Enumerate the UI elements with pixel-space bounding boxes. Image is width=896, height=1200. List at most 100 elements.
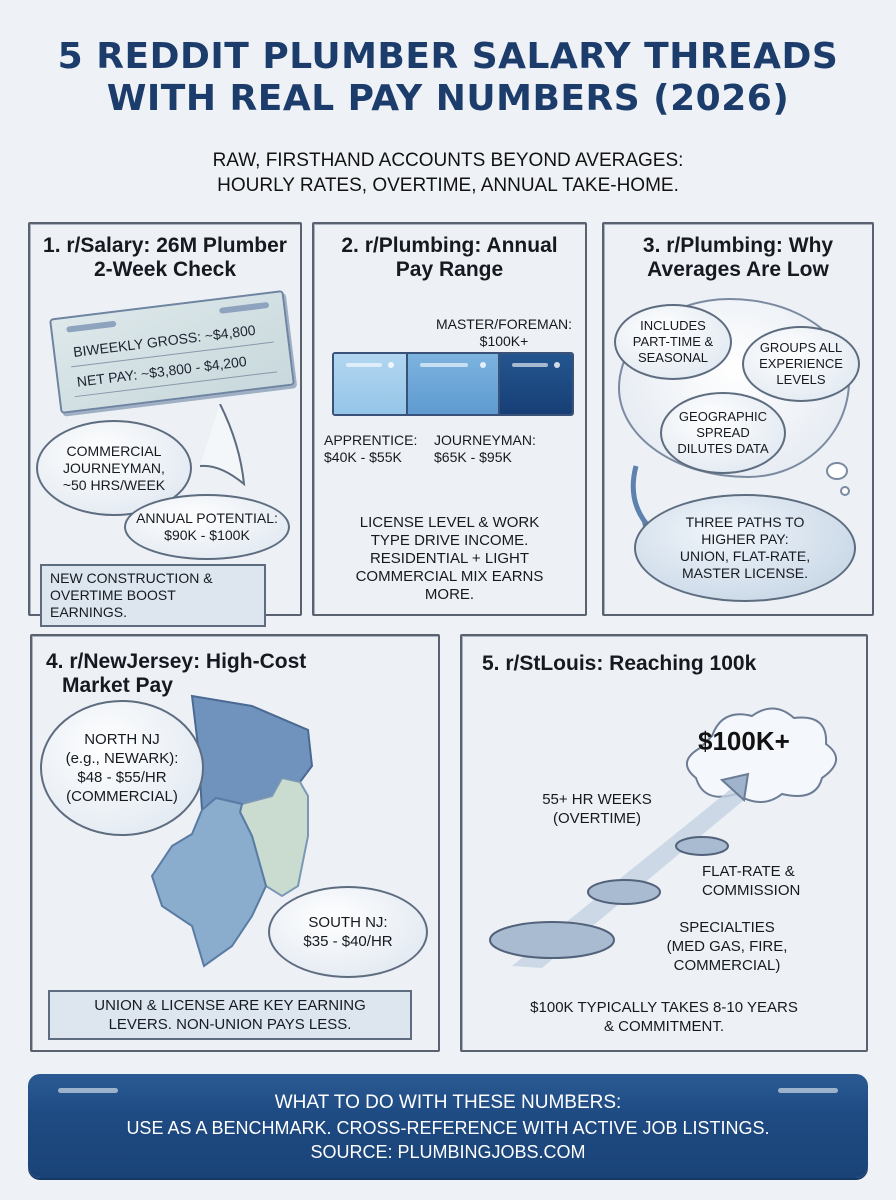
paycheck-illustration: BIWEEKLY GROSS: ~$4,800 NET PAY: ~$3,800…: [49, 289, 295, 415]
panel-title-line-1: 1. r/Salary: 26M Plumber: [43, 234, 287, 257]
bubble-line: SOUTH NJ:: [308, 914, 388, 931]
shine-dot: [388, 362, 394, 368]
note-text: NEW CONSTRUCTION & OVERTIME BOOST EARNIN…: [50, 570, 256, 621]
subtitle-line-1: RAW, FIRSTHAND ACCOUNTS BEYOND AVERAGES:: [212, 150, 684, 171]
panel-title-line-2: Pay Range: [395, 258, 504, 281]
footer-source: SOURCE: PLUMBINGJOBS.COM: [310, 1142, 586, 1162]
bubble-line: GEOGRAPHIC: [678, 409, 768, 424]
bubble-text: THREE PATHS TO HIGHER PAY: UNION, FLAT-R…: [680, 514, 810, 582]
panel-why-averages-low: 3. r/Plumbing: Why Averages Are Low INCL…: [602, 222, 874, 616]
bubble-line: THREE PATHS TO: [685, 514, 805, 530]
bubble-line: EXPERIENCE: [759, 356, 843, 371]
shine-dot: [480, 362, 486, 368]
step-label-flat-rate: FLAT-RATE & COMMISSION: [702, 862, 800, 900]
shine: [346, 363, 382, 367]
takeaway-note: LICENSE LEVEL & WORK TYPE DRIVE INCOME. …: [314, 514, 585, 604]
tier-range: $100K+: [479, 333, 529, 349]
note-line: & COMMITMENT.: [604, 1018, 724, 1035]
panel-pay-range: 2. r/Plumbing: Annual Pay Range MASTER/F…: [312, 222, 587, 616]
bar-segment-apprentice: [334, 354, 406, 414]
shine: [512, 363, 548, 367]
panel-title-line-2: Averages Are Low: [647, 258, 829, 281]
bubble-line: UNION, FLAT-RATE,: [679, 548, 811, 564]
panel-title: 3. r/Plumbing: Why Averages Are Low: [604, 234, 872, 282]
step-label-overtime: 55+ HR WEEKS (OVERTIME): [522, 790, 672, 828]
speech-bubble-annual: ANNUAL POTENTIAL: $90K - $100K: [124, 494, 290, 560]
reason-bubble-1: INCLUDES PART-TIME & SEASONAL: [614, 304, 732, 380]
footer-banner: WHAT TO DO WITH THESE NUMBERS: USE AS A …: [28, 1074, 868, 1178]
panel-title: 4. r/NewJersey: High-Cost Market Pay: [32, 650, 438, 698]
step-line: FLAT-RATE &: [702, 863, 795, 880]
note-line: LEVERS. NON-UNION PAYS LESS.: [108, 1016, 352, 1033]
bar-segment-journeyman: [406, 354, 498, 414]
net-pay: NET PAY: ~$3,800 - $4,200: [75, 353, 248, 390]
step-line: SPECIALTIES: [679, 919, 775, 936]
panel-title-line-2: Market Pay: [62, 674, 173, 697]
shine-dot: [554, 362, 560, 368]
shine: [778, 1088, 838, 1093]
title-line-1: 5 REDDIT PLUMBER SALARY THREADS: [57, 36, 839, 77]
takeaway-note: $100K TYPICALLY TAKES 8-10 YEARS & COMMI…: [462, 998, 866, 1036]
panel-title-line-2: 2-Week Check: [93, 258, 237, 281]
bubble-line: MASTER LICENSE.: [681, 565, 809, 581]
note-line: NEW CONSTRUCTION &: [50, 570, 213, 586]
page-title: 5 REDDIT PLUMBER SALARY THREADS WITH REA…: [0, 36, 896, 120]
bubble-line: $48 - $55/HR: [77, 769, 167, 786]
panel-new-jersey: 4. r/NewJersey: High-Cost Market Pay NOR…: [30, 634, 440, 1052]
note-line: LICENSE LEVEL & WORK: [359, 514, 540, 531]
step-line: (MED GAS, FIRE,: [666, 938, 788, 955]
note-line: OVERTIME BOOST EARNINGS.: [50, 587, 176, 620]
bubble-tail-icon: [199, 404, 246, 487]
panel-title-line-1: 3. r/Plumbing: Why: [642, 234, 834, 257]
conclusion-bubble: THREE PATHS TO HIGHER PAY: UNION, FLAT-R…: [634, 494, 856, 602]
bubble-line: SEASONAL: [637, 350, 709, 365]
note-line: RESIDENTIAL + LIGHT: [369, 550, 530, 567]
tier-name: APPRENTICE:: [324, 432, 418, 448]
note-line: MORE.: [424, 586, 475, 603]
bubble-line: (COMMERCIAL): [66, 788, 178, 805]
bubble-text: COMMERCIAL JOURNEYMAN, ~50 HRS/WEEK: [63, 443, 165, 494]
bubble-line: NORTH NJ: [84, 731, 160, 748]
tier-label-master: MASTER/FOREMAN: $100K+: [424, 316, 584, 350]
bubble-line: GROUPS ALL: [759, 340, 843, 355]
bubble-line: HIGHER PAY:: [701, 531, 789, 547]
note-line: COMMERCIAL MIX EARNS: [355, 568, 544, 585]
panel-title: 5. r/StLouis: Reaching 100k: [482, 652, 757, 675]
bubble-line: $90K - $100K: [164, 527, 250, 543]
thought-dot: [826, 462, 848, 480]
step-line: COMMISSION: [702, 882, 801, 899]
footer-heading: WHAT TO DO WITH THESE NUMBERS:: [274, 1092, 622, 1113]
shine: [420, 363, 468, 367]
check-decoration: [66, 320, 117, 333]
tier-label-apprentice: APPRENTICE: $40K - $55K: [324, 432, 417, 466]
bubble-line: ANNUAL POTENTIAL:: [136, 510, 278, 526]
tier-name: MASTER/FOREMAN:: [435, 316, 573, 332]
bubble-line: (e.g., NEWARK):: [65, 750, 179, 767]
path-to-goal-illustration: [489, 707, 837, 968]
bubble-line: ~50 HRS/WEEK: [62, 476, 166, 493]
thought-dot: [840, 486, 850, 496]
takeaway-note: UNION & LICENSE ARE KEY EARNING LEVERS. …: [48, 990, 412, 1040]
note-line: TYPE DRIVE INCOME.: [370, 532, 529, 549]
shine: [58, 1088, 118, 1093]
bubble-line: SPREAD: [696, 425, 750, 440]
bubble-line: INCLUDES: [640, 318, 706, 333]
goal-amount: $100K+: [698, 726, 790, 756]
step-line: COMMERCIAL): [673, 957, 781, 974]
bubble-line: COMMERCIAL: [66, 442, 162, 459]
step-line: 55+ HR WEEKS: [542, 791, 652, 808]
check-decoration: [218, 301, 270, 314]
bubble-text: GROUPS ALL EXPERIENCE LEVELS: [759, 340, 843, 388]
step-label-specialties: SPECIALTIES (MED GAS, FIRE, COMMERCIAL): [662, 918, 792, 975]
reason-bubble-2: GROUPS ALL EXPERIENCE LEVELS: [742, 326, 860, 402]
takeaway-note: NEW CONSTRUCTION & OVERTIME BOOST EARNIN…: [40, 564, 266, 627]
speech-bubble-role: COMMERCIAL JOURNEYMAN, ~50 HRS/WEEK: [36, 420, 192, 516]
bubble-text: NORTH NJ (e.g., NEWARK): $48 - $55/HR (C…: [66, 730, 179, 806]
bubble-text: GEOGRAPHIC SPREAD DILUTES DATA: [677, 409, 768, 457]
bubble-text: INCLUDES PART-TIME & SEASONAL: [633, 318, 713, 366]
panel-title-line-1: 2. r/Plumbing: Annual: [341, 234, 558, 257]
new-jersey-map-icon: [150, 694, 314, 968]
bubble-line: JOURNEYMAN,: [63, 459, 165, 476]
footer-advice: USE AS A BENCHMARK. CROSS-REFERENCE WITH…: [126, 1118, 770, 1138]
note-line: UNION & LICENSE ARE KEY EARNING: [94, 997, 366, 1014]
